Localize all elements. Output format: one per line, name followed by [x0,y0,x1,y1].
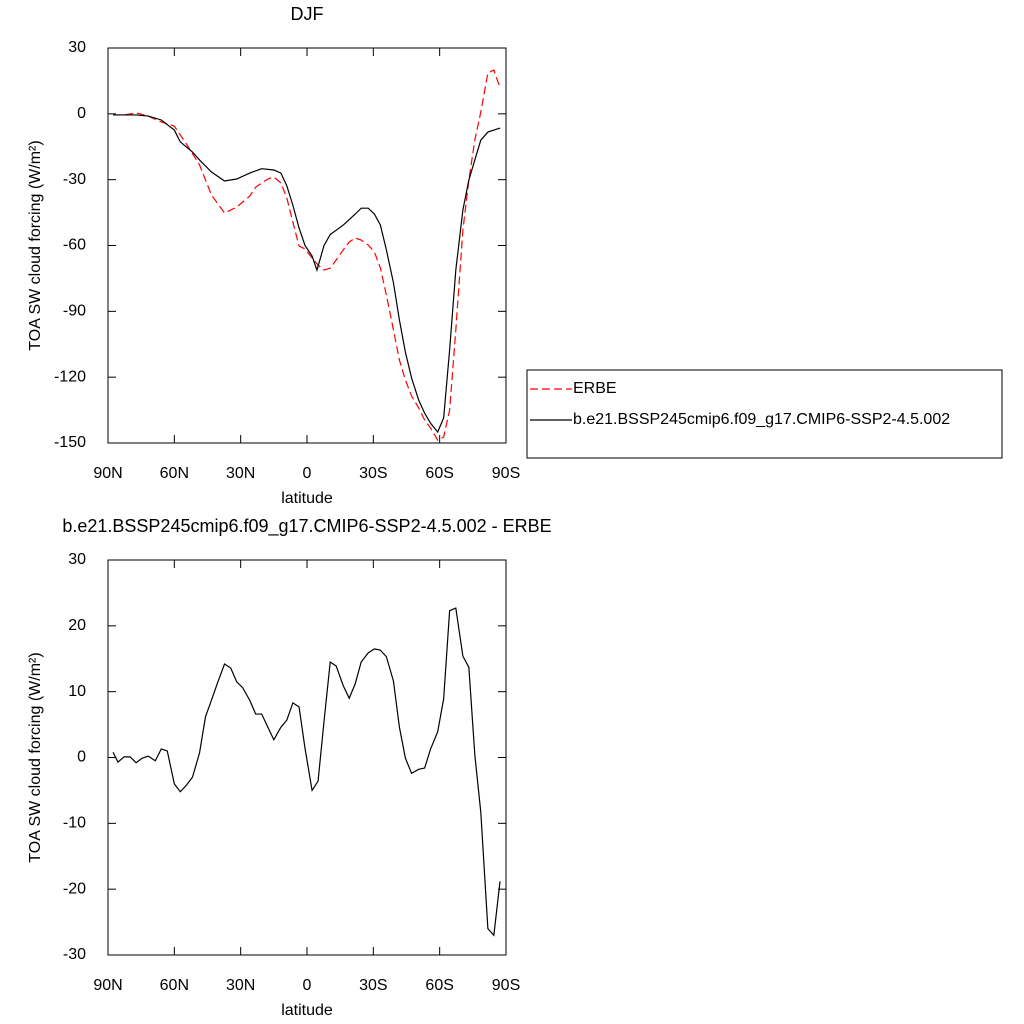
legend-box [526,369,1003,459]
x-tick-label: 30S [359,977,387,994]
x-tick-label: 30N [226,465,255,482]
y-tick-label: 30 [68,551,86,568]
chart-title: DJF [291,4,324,24]
legend-label: b.e21.BSSP245cmip6.f09_g17.CMIP6-SSP2-4.… [573,411,950,428]
y-axis-label: TOA SW cloud forcing (W/m²) [27,652,44,862]
x-tick-label: 90S [492,465,520,482]
x-axis-label: latitude [281,1002,333,1019]
data-line [112,607,501,937]
y-tick-label: -90 [63,303,86,320]
y-tick-label: 30 [68,39,86,56]
x-tick-label: 60S [425,977,453,994]
x-tick-label: 60N [160,977,189,994]
x-tick-label: 30N [226,977,255,994]
data-line [113,114,501,434]
y-tick-label: -30 [63,171,86,188]
x-tick-label: 60S [425,465,453,482]
y-tick-label: -60 [63,237,86,254]
y-tick-label: -150 [54,434,86,451]
x-axis-label: latitude [281,490,333,507]
y-tick-label: 10 [68,683,86,700]
x-tick-label: 90N [93,977,122,994]
x-tick-label: 0 [303,465,312,482]
y-tick-label: 0 [77,105,86,122]
y-tick-label: -120 [54,368,86,385]
x-tick-label: 30S [359,465,387,482]
data-line [113,69,501,441]
x-tick-label: 60N [160,465,189,482]
y-tick-label: 20 [68,617,86,634]
y-tick-label: 0 [77,749,86,766]
y-axis-label: TOA SW cloud forcing (W/m²) [27,140,44,350]
legend-label: ERBE [573,380,617,397]
chart-title: b.e21.BSSP245cmip6.f09_g17.CMIP6-SSP2-4.… [62,516,551,537]
y-tick-label: -30 [63,946,86,963]
x-tick-label: 90S [492,977,520,994]
y-tick-label: -10 [63,815,86,832]
y-tick-label: -20 [63,880,86,897]
x-tick-label: 90N [93,465,122,482]
x-tick-label: 0 [303,977,312,994]
